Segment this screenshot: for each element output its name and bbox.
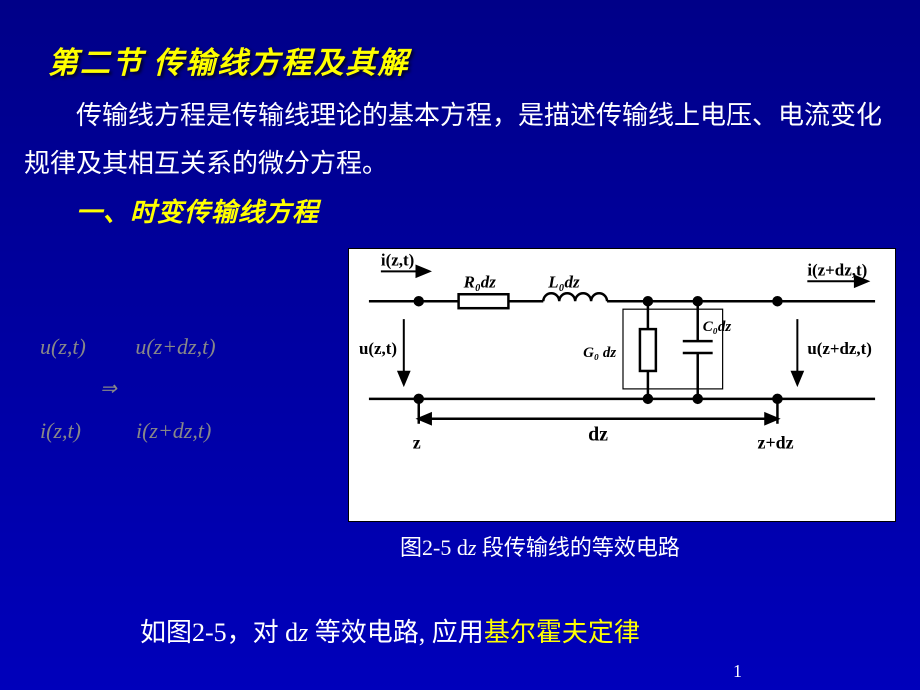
bottom-text: 如图2-5，对 dz 等效电路, 应用基尔霍夫定律 (140, 612, 640, 649)
label-dz: dz (588, 424, 608, 446)
label-i-in: i(z,t) (381, 250, 414, 269)
eq-arrow: ⇒ (100, 372, 216, 406)
intro-paragraph: 传输线方程是传输线理论的基本方程，是描述传输线上电压、电流变化规律及其相互关系的… (24, 92, 896, 188)
label-u-in: u(z,t) (359, 339, 397, 358)
eq-u-zdzt: u(z+dz,t) (135, 334, 215, 359)
bottom-part1: 如图2-5，对 d (140, 618, 298, 647)
label-C: C₀dz (703, 319, 732, 335)
equation-block: u(z,t) u(z+dz,t) ⇒ i(z,t) i(z+dz,t) (40, 330, 216, 448)
bottom-z: z (298, 618, 308, 647)
eq-i-zdzt: i(z+dz,t) (136, 418, 211, 443)
slide-title: 第二节 传输线方程及其解 (48, 38, 410, 82)
label-u-out: u(z+dz,t) (807, 339, 872, 358)
caption-suffix: 段传输线的等效电路 (476, 535, 680, 560)
label-z: z (413, 433, 421, 453)
figure-caption: 图2-5 dz 段传输线的等效电路 (400, 530, 680, 562)
page-number: 1 (733, 661, 742, 682)
section-subtitle: 一、时变传输线方程 (76, 192, 319, 229)
bottom-part2: 等效电路, 应用 (308, 618, 484, 647)
label-G: G₀ dz (583, 345, 616, 361)
circuit-diagram: i(z,t) i(z+dz,t) u(z,t) u(z+dz,t) R₀dz L… (348, 248, 896, 522)
label-zdz: z+dz (758, 433, 794, 453)
circuit-svg: i(z,t) i(z+dz,t) u(z,t) u(z+dz,t) R₀dz L… (349, 249, 895, 471)
eq-i-zt: i(z,t) (40, 418, 81, 443)
bottom-highlight: 基尔霍夫定律 (484, 618, 640, 647)
eq-u-zt: u(z,t) (40, 334, 86, 359)
label-R: R₀dz (463, 272, 497, 291)
label-i-out: i(z+dz,t) (807, 260, 867, 279)
label-L: L₀dz (547, 272, 580, 291)
caption-prefix: 图2-5 d (400, 535, 468, 560)
